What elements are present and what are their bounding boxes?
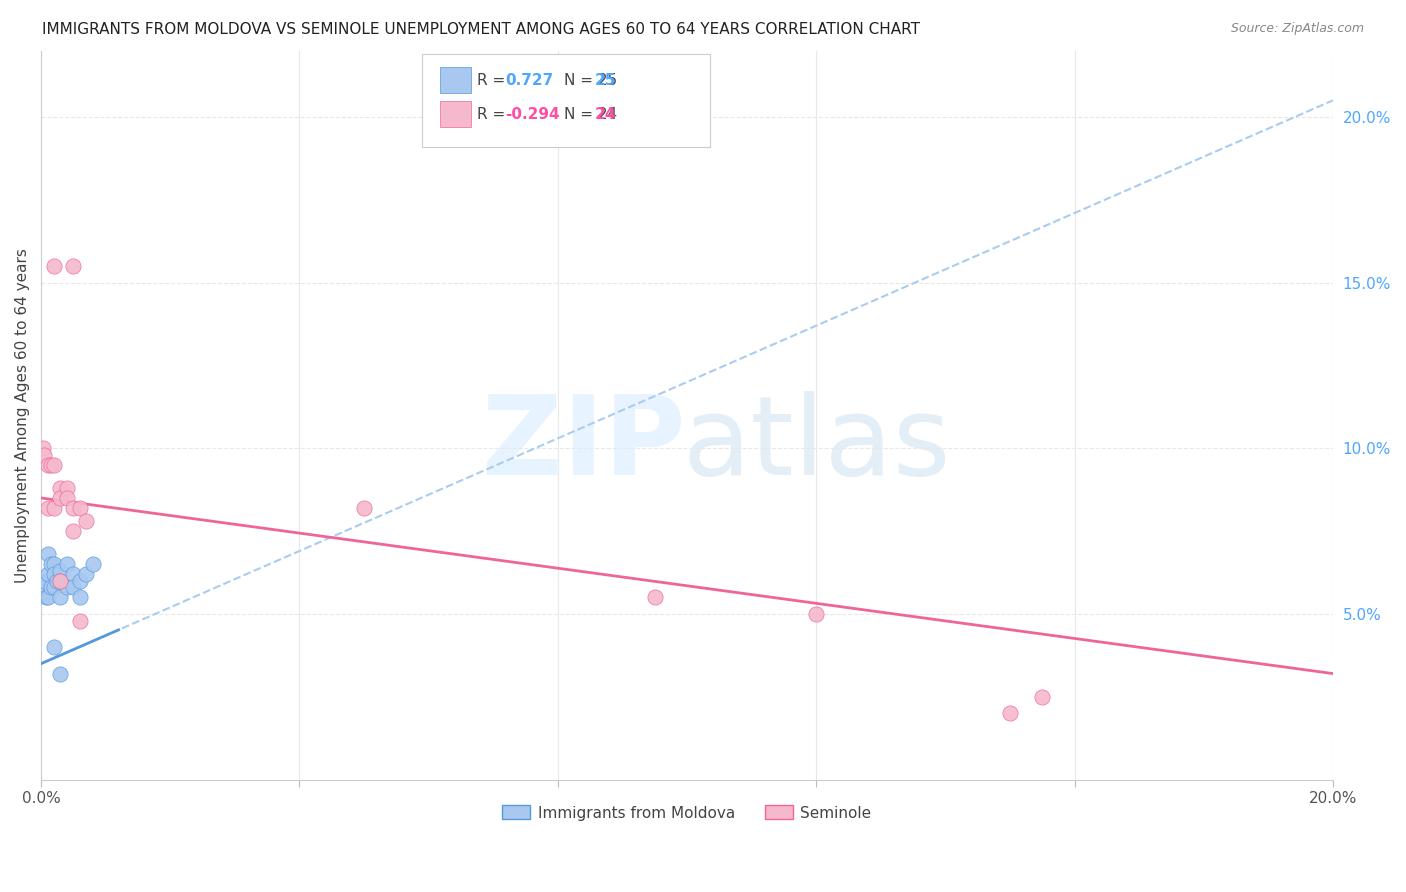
Point [56,481,79,495]
Point [69,500,91,515]
Point [998,706,1021,721]
Point [62,524,84,538]
Text: -0.294: -0.294 [505,107,560,121]
Text: atlas: atlas [682,391,950,498]
Point [49,574,72,588]
Text: Source: ZipAtlas.com: Source: ZipAtlas.com [1230,22,1364,36]
Point [49,666,72,681]
Text: 0.727: 0.727 [505,73,553,87]
Text: R =: R = [477,107,510,121]
Point [56,558,79,572]
Point [62,259,84,273]
Point [34,574,56,588]
Point [37,547,59,561]
Point [34,591,56,605]
Point [39,458,62,472]
Point [49,481,72,495]
Point [42,259,65,273]
Point [39,581,62,595]
Legend: Immigrants from Moldova, Seminole: Immigrants from Moldova, Seminole [496,799,877,827]
Point [39,558,62,572]
Point [49,591,72,605]
Text: 25: 25 [595,73,616,87]
Point [62,500,84,515]
Point [32,442,55,456]
Text: 24: 24 [595,107,616,121]
Text: ZIP: ZIP [482,391,685,498]
Point [37,500,59,515]
Point [46,574,69,588]
Point [49,574,72,588]
Text: IMMIGRANTS FROM MOLDOVA VS SEMINOLE UNEMPLOYMENT AMONG AGES 60 TO 64 YEARS CORRE: IMMIGRANTS FROM MOLDOVA VS SEMINOLE UNEM… [42,22,920,37]
Point [37,458,59,472]
Point [82,558,104,572]
Point [42,500,65,515]
Point [69,614,91,628]
Point [37,567,59,582]
Point [62,567,84,582]
Point [37,591,59,605]
Y-axis label: Unemployment Among Ages 60 to 64 years: Unemployment Among Ages 60 to 64 years [15,248,30,582]
Point [75,514,97,528]
Point [42,581,65,595]
Text: R =: R = [477,73,510,87]
Point [69,574,91,588]
Point [42,558,65,572]
Point [62,581,84,595]
Text: N = 24: N = 24 [564,107,617,121]
Point [42,640,65,654]
Point [75,567,97,582]
Point [353,500,375,515]
Point [806,607,828,621]
Point [644,591,666,605]
Point [56,581,79,595]
Point [69,591,91,605]
Point [34,448,56,462]
Point [1031,690,1053,704]
Point [42,458,65,472]
Point [56,491,79,505]
Point [42,567,65,582]
Point [49,491,72,505]
Text: N = 25: N = 25 [564,73,617,87]
Point [49,564,72,578]
Point [32,581,55,595]
